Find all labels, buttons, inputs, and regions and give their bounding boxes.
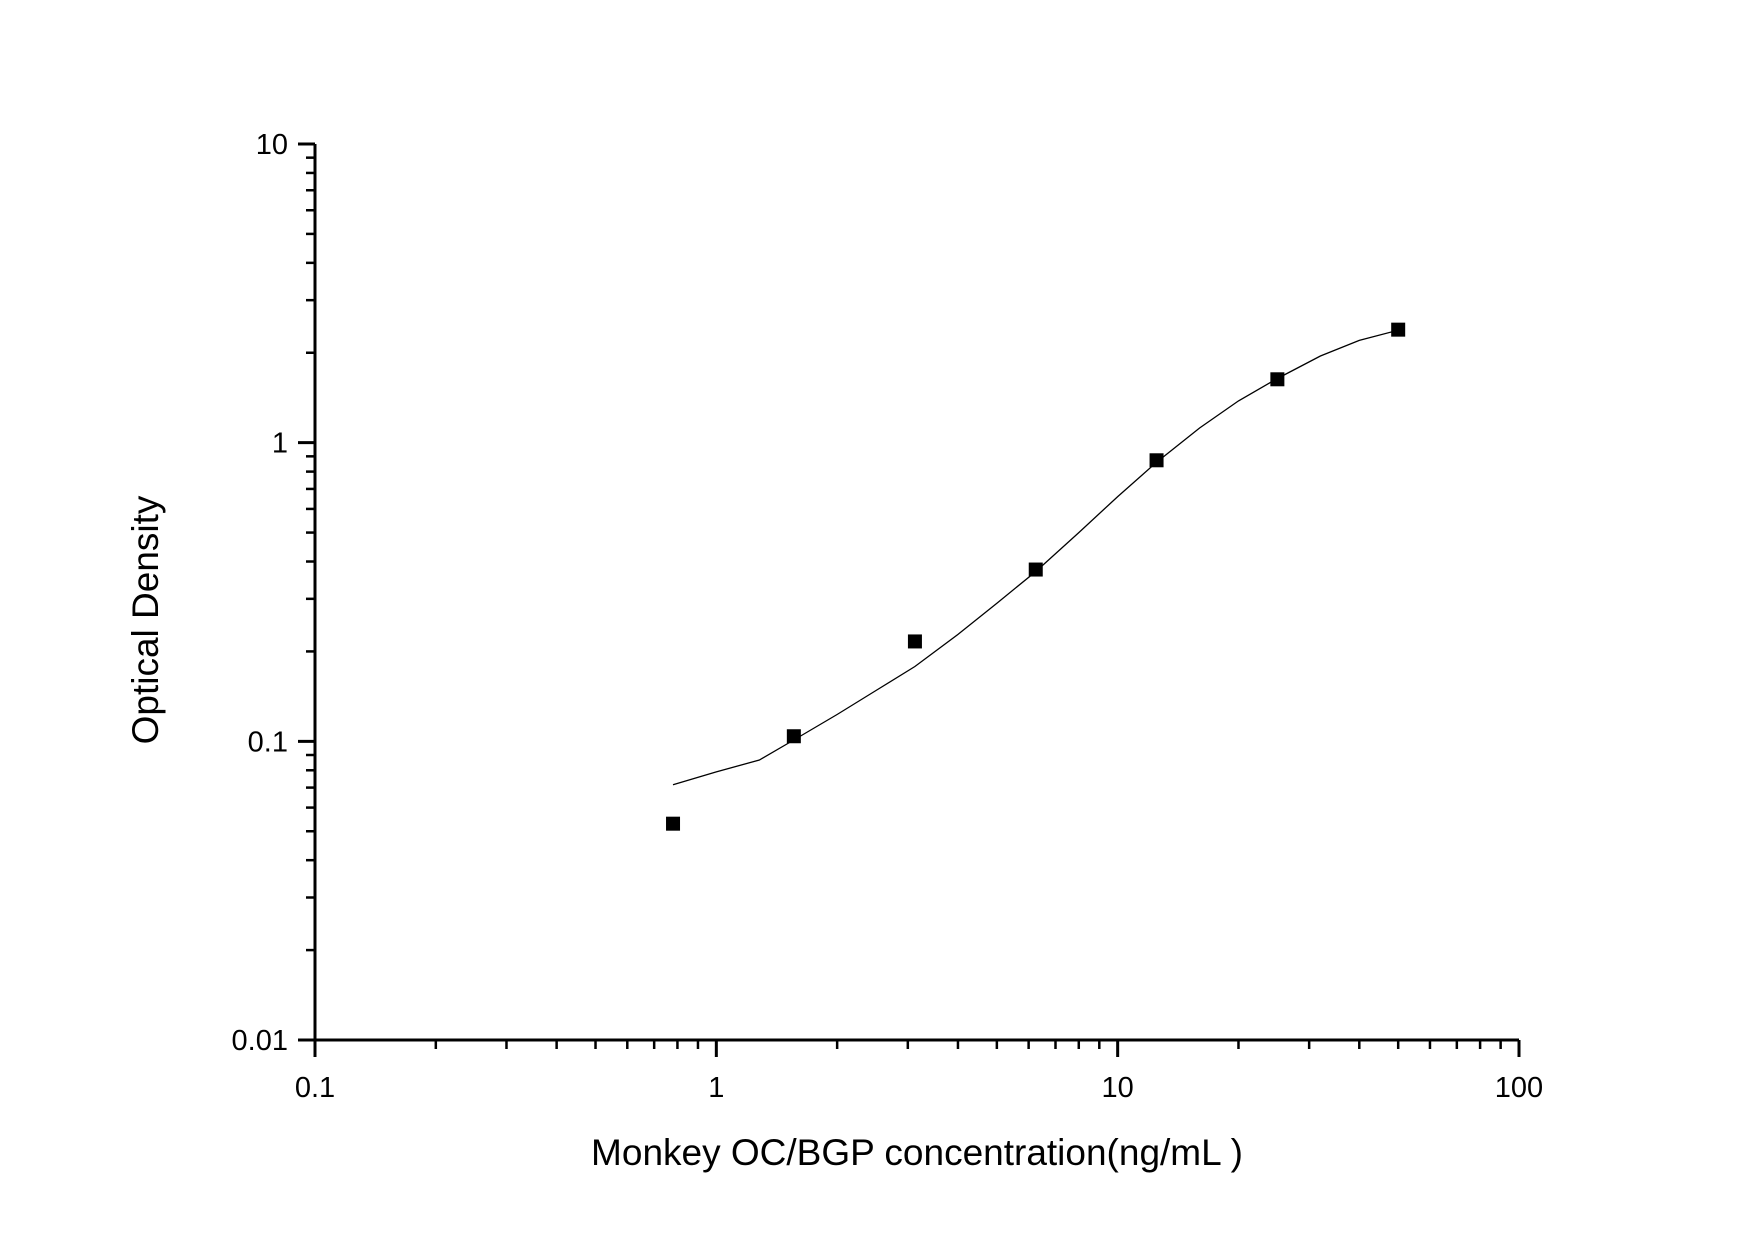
data-point <box>1149 453 1164 468</box>
data-points <box>666 322 1406 831</box>
x-tick-label: 100 <box>1495 1072 1543 1104</box>
data-point <box>666 816 681 831</box>
x-tick-label: 0.1 <box>295 1072 335 1104</box>
y-tick-label: 10 <box>256 129 288 161</box>
x-tick-label: 1 <box>708 1072 724 1104</box>
fit-curve-layer <box>672 329 1399 786</box>
data-point <box>907 634 922 649</box>
data-point <box>1391 322 1406 337</box>
data-point <box>1270 372 1285 387</box>
y-tick-label: 0.01 <box>232 1025 288 1057</box>
y-axis-title: Optical Density <box>125 495 166 744</box>
x-axis-title: Monkey OC/BGP concentration(ng/mL ) <box>591 1132 1243 1173</box>
y-tick-label: 1 <box>272 428 288 460</box>
data-point <box>1028 562 1043 577</box>
data-point <box>786 729 801 744</box>
x-tick-label: 10 <box>1102 1072 1134 1104</box>
fit-curve <box>672 329 1399 786</box>
y-tick-label: 0.1 <box>248 726 288 758</box>
